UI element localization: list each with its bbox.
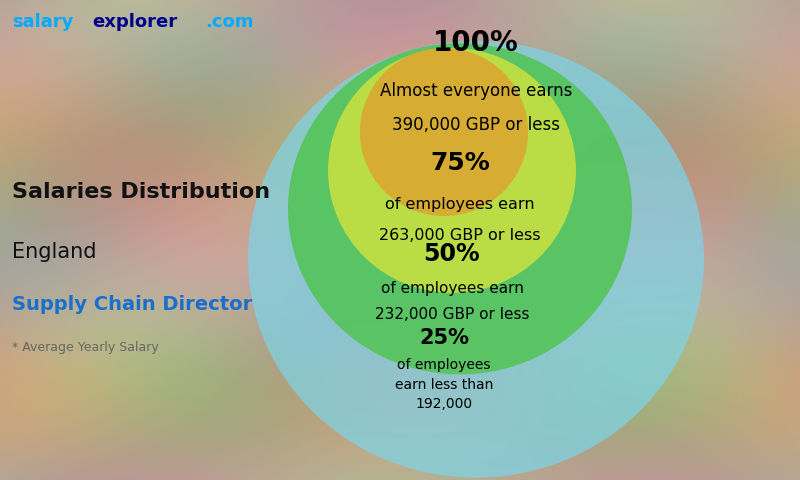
Text: earn less than: earn less than	[395, 378, 493, 392]
Text: * Average Yearly Salary: * Average Yearly Salary	[12, 341, 158, 355]
Text: Almost everyone earns: Almost everyone earns	[380, 82, 572, 100]
Text: .com: .com	[206, 12, 254, 31]
Ellipse shape	[360, 48, 528, 216]
Text: 75%: 75%	[430, 151, 490, 175]
Text: explorer: explorer	[92, 12, 177, 31]
Ellipse shape	[288, 43, 632, 374]
Text: 25%: 25%	[419, 328, 469, 348]
Text: of employees earn: of employees earn	[385, 196, 535, 212]
Text: 192,000: 192,000	[415, 397, 473, 411]
Text: of employees earn: of employees earn	[381, 280, 523, 296]
Text: 100%: 100%	[433, 29, 519, 57]
Text: 263,000 GBP or less: 263,000 GBP or less	[379, 228, 541, 243]
Ellipse shape	[248, 41, 704, 478]
Text: England: England	[12, 242, 97, 262]
Text: salary: salary	[12, 12, 74, 31]
Text: 50%: 50%	[424, 242, 480, 266]
Text: of employees: of employees	[398, 358, 490, 372]
Text: Salaries Distribution: Salaries Distribution	[12, 182, 270, 202]
Text: 390,000 GBP or less: 390,000 GBP or less	[392, 116, 560, 134]
Text: 232,000 GBP or less: 232,000 GBP or less	[374, 307, 530, 322]
Text: Supply Chain Director: Supply Chain Director	[12, 295, 252, 314]
Ellipse shape	[328, 48, 576, 293]
